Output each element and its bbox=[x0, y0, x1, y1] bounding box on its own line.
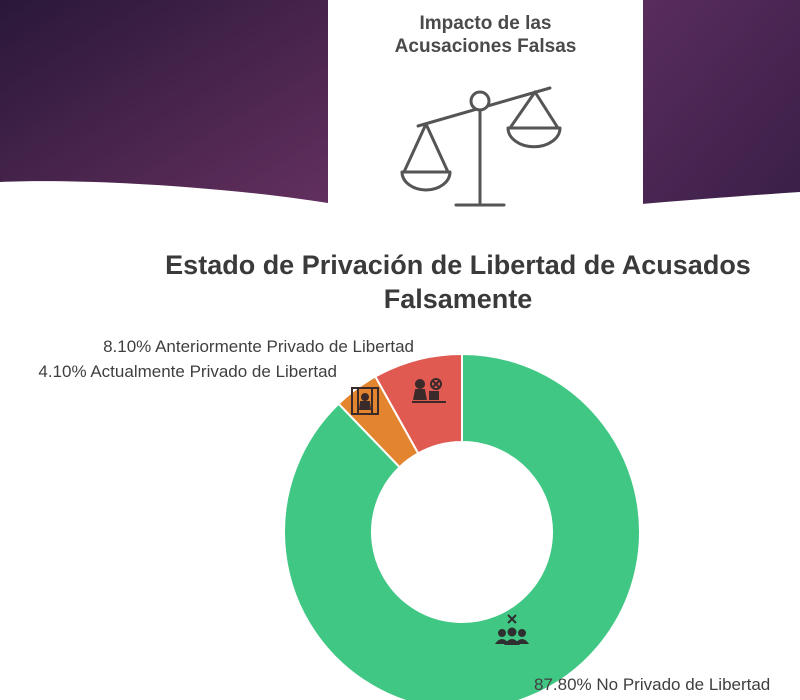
slice-no-privado-de-libertad bbox=[283, 352, 641, 700]
chart-labels: 8.10% Anteriormente Privado de Libertad 4… bbox=[38, 337, 770, 694]
label-anteriormente-privado-de-libertad: 8.10% Anteriormente Privado de Libertad bbox=[103, 337, 414, 356]
jail-cell-icon bbox=[351, 387, 379, 415]
header-title: Impacto de las Acusaciones Falsas bbox=[328, 12, 643, 58]
label-no-privado-de-libertad: 87.80% No Privado de Libertad bbox=[534, 675, 770, 694]
header-title-line1: Impacto de las bbox=[419, 13, 552, 34]
chart-title: Estado de Privación de Libertad de Acusa… bbox=[100, 248, 800, 316]
scales-icon bbox=[400, 86, 562, 207]
group-free-icon bbox=[494, 614, 530, 645]
label-actualmente-privado-de-libertad: 4.10% Actualmente Privado de Libertad bbox=[38, 362, 337, 381]
chart-title-line2: Falsamente bbox=[383, 284, 533, 314]
header-card: Impacto de las Acusaciones Falsas bbox=[328, 0, 643, 215]
chart-icons bbox=[351, 378, 530, 645]
released-prisoner-icon bbox=[412, 378, 446, 403]
header-title-line2: Acusaciones Falsas bbox=[394, 36, 577, 57]
header-banner bbox=[0, 0, 800, 210]
chart-title-line1: Estado de Privación de Libertad de Acusa… bbox=[165, 250, 751, 280]
chart-slices bbox=[283, 352, 641, 700]
